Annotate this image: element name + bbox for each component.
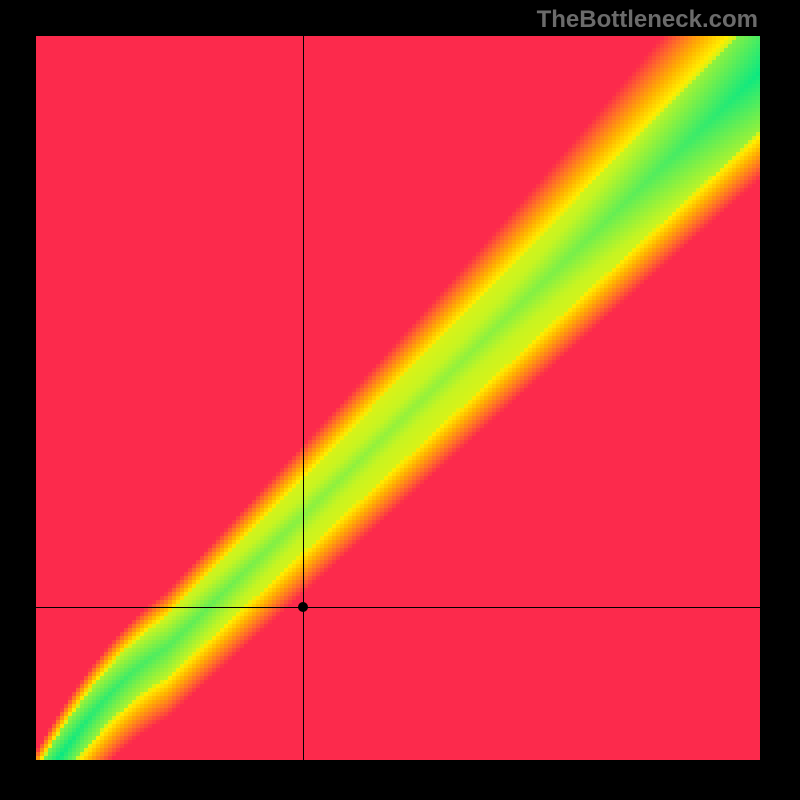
crosshair-vertical	[303, 36, 304, 760]
crosshair-dot	[298, 602, 308, 612]
chart-root: TheBottleneck.com	[0, 0, 800, 800]
bottleneck-heatmap	[36, 36, 760, 760]
crosshair-horizontal	[36, 607, 760, 608]
watermark-text: TheBottleneck.com	[537, 6, 758, 34]
